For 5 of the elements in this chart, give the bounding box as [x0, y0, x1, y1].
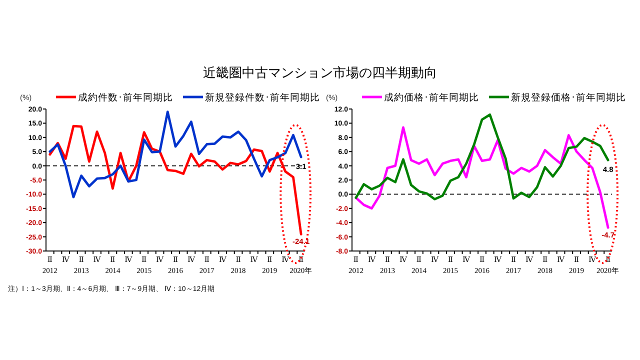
legend-label: 成約件数･前年同期比: [78, 92, 173, 104]
chart-title: 近畿圏中古マンション市場の四半期動向: [203, 65, 437, 80]
legend-label: 新規登録件数･前年同期比: [205, 92, 320, 104]
legend-label: 新規登録価格･前年同期比: [511, 92, 626, 104]
legend-label: 成約価格･前年同期比: [384, 92, 479, 104]
